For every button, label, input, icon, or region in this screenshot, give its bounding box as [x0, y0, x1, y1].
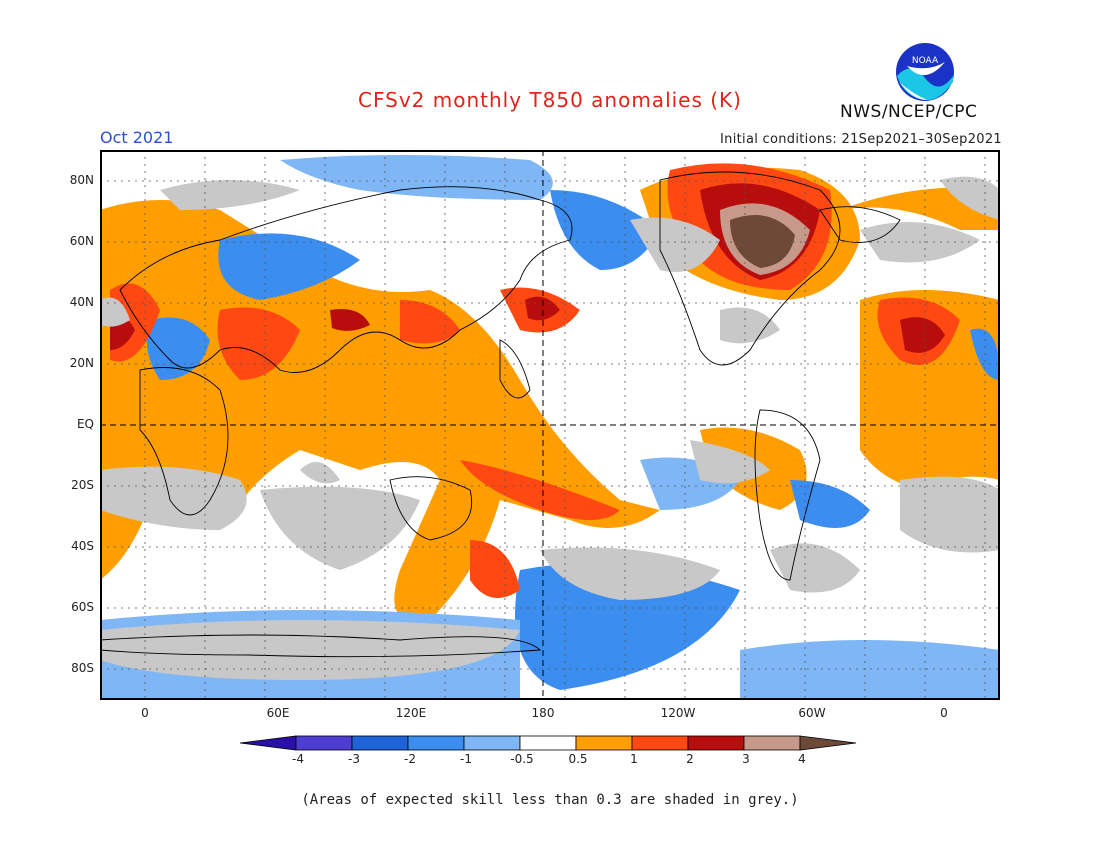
chart-title: CFSv2 monthly T850 anomalies (K) [358, 88, 742, 112]
colorbar-label: 4 [798, 752, 806, 766]
colorbar-arrow-high [799, 735, 857, 751]
colorbar-label: 2 [686, 752, 694, 766]
lat-label: 80S [71, 661, 94, 675]
lat-label: 40S [71, 539, 94, 553]
colorbar-arrow-low [240, 735, 297, 751]
colorbar-label: -4 [292, 752, 304, 766]
lon-label: 0 [141, 706, 149, 720]
colorbar-segment [575, 735, 633, 751]
forecast-month: Oct 2021 [100, 128, 174, 147]
colorbar-label: 1 [630, 752, 638, 766]
colorbar-segment [351, 735, 409, 751]
colorbar-label: -0.5 [510, 752, 534, 766]
lat-label: 40N [69, 295, 94, 309]
lon-label: 120W [660, 706, 696, 720]
colorbar-segment [631, 735, 689, 751]
colorbar-segment [463, 735, 521, 751]
lat-label: 20S [71, 478, 94, 492]
lat-label: 80N [69, 173, 94, 187]
noaa-logo: NOAA [896, 43, 954, 101]
colorbar-label: -1 [460, 752, 472, 766]
warm-anomaly-region [100, 200, 660, 622]
colorbar-segment [743, 735, 801, 751]
lon-label: 0 [940, 706, 948, 720]
colorbar-label: -2 [404, 752, 416, 766]
colorbar [240, 735, 857, 751]
colorbar-label: 0.5 [568, 752, 588, 766]
colorbar-segment [295, 735, 353, 751]
lat-label: 60N [69, 234, 94, 248]
agency-label: NWS/NCEP/CPC [840, 102, 978, 122]
lon-label: 180 [531, 706, 555, 720]
colorbar-segment [407, 735, 465, 751]
colorbar-label: -3 [348, 752, 360, 766]
svg-text:NOAA: NOAA [912, 56, 939, 66]
anomaly-map [100, 150, 1000, 700]
lat-label: EQ [76, 417, 94, 431]
lon-label: 60E [266, 706, 290, 720]
initial-conditions: Initial conditions: 21Sep2021–30Sep2021 [720, 132, 1002, 147]
colorbar-segment [519, 735, 577, 751]
lat-label: 60S [71, 600, 94, 614]
colorbar-segment [687, 735, 745, 751]
lon-label: 60W [798, 706, 826, 720]
skill-footnote: (Areas of expected skill less than 0.3 a… [301, 792, 799, 808]
lon-label: 120E [395, 706, 427, 720]
lat-label: 20N [69, 356, 94, 370]
colorbar-label: 3 [742, 752, 750, 766]
